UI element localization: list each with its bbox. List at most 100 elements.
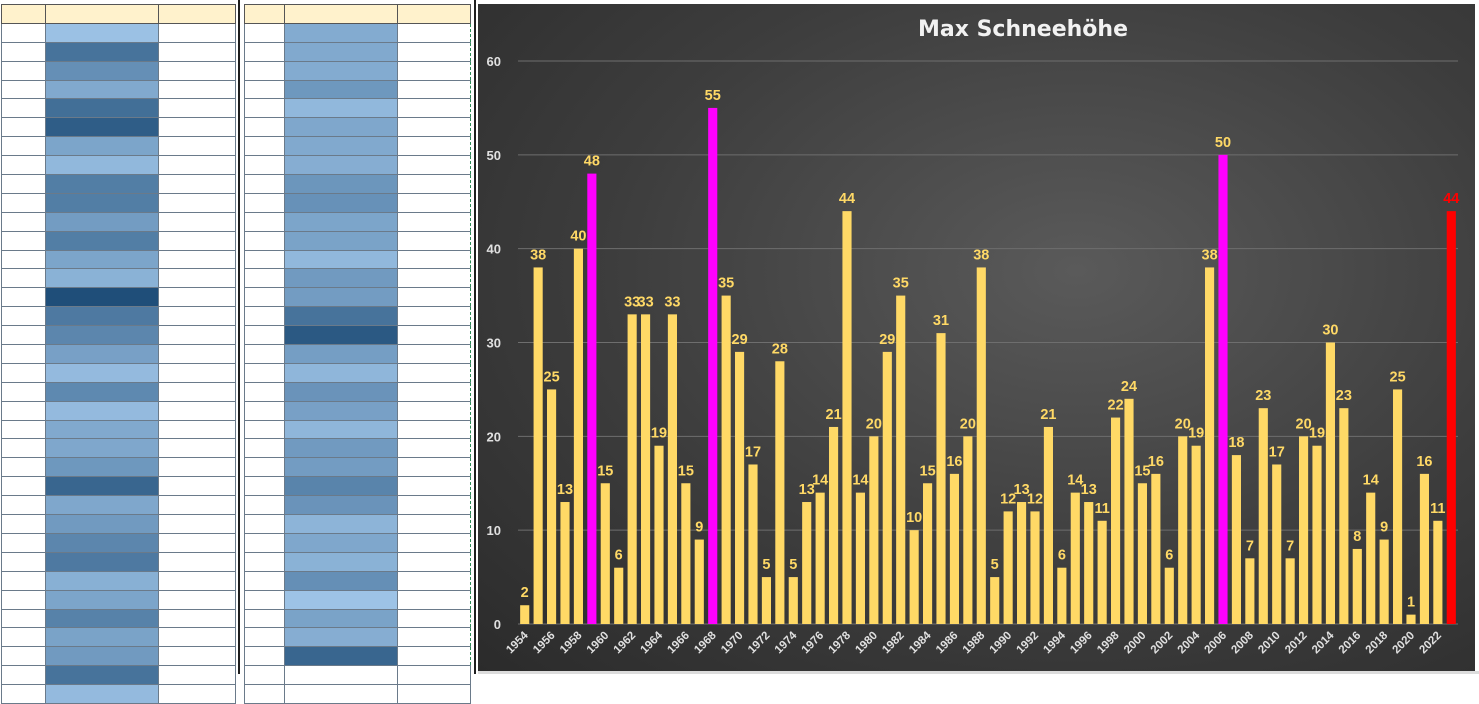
date-cell[interactable] <box>397 495 471 516</box>
empty-cell[interactable] <box>284 684 398 704</box>
year-cell[interactable] <box>1 495 46 516</box>
year-cell[interactable] <box>244 627 285 648</box>
snow-depth-cell[interactable] <box>45 155 159 176</box>
empty-cell[interactable] <box>244 665 285 686</box>
year-cell[interactable] <box>1 551 46 572</box>
date-cell[interactable] <box>158 551 236 572</box>
date-cell[interactable] <box>397 514 471 534</box>
year-cell[interactable] <box>1 532 46 553</box>
year-cell[interactable] <box>1 117 46 138</box>
year-cell[interactable] <box>244 211 285 232</box>
year-cell[interactable] <box>244 608 285 629</box>
year-cell[interactable] <box>244 136 285 157</box>
snow-depth-cell[interactable] <box>45 22 159 43</box>
date-cell[interactable] <box>397 476 471 497</box>
snow-depth-cell[interactable] <box>284 438 398 459</box>
snow-depth-cell[interactable] <box>284 532 398 553</box>
snow-depth-cell[interactable] <box>45 476 159 497</box>
snow-depth-cell[interactable] <box>45 457 159 478</box>
year-cell[interactable] <box>244 155 285 176</box>
year-cell[interactable] <box>244 551 285 572</box>
year-cell[interactable] <box>1 287 46 308</box>
snow-depth-cell[interactable] <box>45 532 159 553</box>
year-cell[interactable] <box>244 174 285 194</box>
year-cell[interactable] <box>244 476 285 497</box>
snow-depth-cell[interactable] <box>284 268 398 289</box>
empty-cell[interactable] <box>397 665 471 686</box>
snow-depth-cell[interactable] <box>284 627 398 648</box>
year-cell[interactable] <box>244 532 285 553</box>
year-cell[interactable] <box>1 192 46 213</box>
year-cell[interactable] <box>1 22 46 43</box>
date-cell[interactable] <box>158 684 236 704</box>
year-cell[interactable] <box>1 570 46 591</box>
year-cell[interactable] <box>1 211 46 232</box>
year-cell[interactable] <box>244 117 285 138</box>
date-cell[interactable] <box>158 22 236 43</box>
snow-depth-cell[interactable] <box>45 174 159 194</box>
date-cell[interactable] <box>158 211 236 232</box>
date-cell[interactable] <box>397 287 471 308</box>
snow-depth-cell[interactable] <box>284 589 398 610</box>
date-cell[interactable] <box>397 362 471 383</box>
header-year[interactable] <box>244 4 285 24</box>
snow-depth-cell[interactable] <box>284 325 398 346</box>
year-cell[interactable] <box>244 287 285 308</box>
date-cell[interactable] <box>397 551 471 572</box>
snow-depth-cell[interactable] <box>284 211 398 232</box>
date-cell[interactable] <box>397 570 471 591</box>
snow-depth-cell[interactable] <box>45 400 159 421</box>
date-cell[interactable] <box>397 589 471 610</box>
date-cell[interactable] <box>158 192 236 213</box>
snow-depth-cell[interactable] <box>284 608 398 629</box>
date-cell[interactable] <box>158 665 236 686</box>
snow-depth-cell[interactable] <box>284 381 398 402</box>
date-cell[interactable] <box>397 22 471 43</box>
snow-depth-cell[interactable] <box>284 155 398 176</box>
year-cell[interactable] <box>1 381 46 402</box>
year-cell[interactable] <box>244 192 285 213</box>
date-cell[interactable] <box>397 211 471 232</box>
snow-depth-cell[interactable] <box>284 344 398 364</box>
date-cell[interactable] <box>158 41 236 62</box>
header-max-snow[interactable] <box>284 4 398 24</box>
snow-depth-cell[interactable] <box>45 249 159 270</box>
snow-depth-cell[interactable] <box>45 438 159 459</box>
year-cell[interactable] <box>1 400 46 421</box>
empty-cell[interactable] <box>284 665 398 686</box>
year-cell[interactable] <box>1 362 46 383</box>
snow-depth-cell[interactable] <box>45 136 159 157</box>
snow-depth-cell[interactable] <box>45 268 159 289</box>
year-cell[interactable] <box>244 495 285 516</box>
date-cell[interactable] <box>397 155 471 176</box>
snow-depth-cell[interactable] <box>284 400 398 421</box>
date-cell[interactable] <box>158 117 236 138</box>
header-max-snow[interactable] <box>45 4 159 24</box>
date-cell[interactable] <box>158 268 236 289</box>
date-cell[interactable] <box>397 438 471 459</box>
snow-depth-cell[interactable] <box>284 79 398 100</box>
year-cell[interactable] <box>244 306 285 327</box>
date-cell[interactable] <box>397 230 471 251</box>
year-cell[interactable] <box>1 344 46 364</box>
year-cell[interactable] <box>244 230 285 251</box>
date-cell[interactable] <box>158 60 236 81</box>
year-cell[interactable] <box>1 589 46 610</box>
date-cell[interactable] <box>158 419 236 440</box>
date-cell[interactable] <box>158 249 236 270</box>
date-cell[interactable] <box>397 344 471 364</box>
date-cell[interactable] <box>397 41 471 62</box>
snow-depth-cell[interactable] <box>284 117 398 138</box>
year-cell[interactable] <box>1 155 46 176</box>
year-cell[interactable] <box>1 136 46 157</box>
snow-depth-cell[interactable] <box>284 570 398 591</box>
snow-depth-cell[interactable] <box>45 325 159 346</box>
date-cell[interactable] <box>397 325 471 346</box>
date-cell[interactable] <box>397 79 471 100</box>
date-cell[interactable] <box>397 136 471 157</box>
snow-depth-cell[interactable] <box>284 495 398 516</box>
snow-depth-cell[interactable] <box>45 570 159 591</box>
snow-depth-cell[interactable] <box>284 98 398 119</box>
snow-depth-cell[interactable] <box>284 306 398 327</box>
year-cell[interactable] <box>244 457 285 478</box>
